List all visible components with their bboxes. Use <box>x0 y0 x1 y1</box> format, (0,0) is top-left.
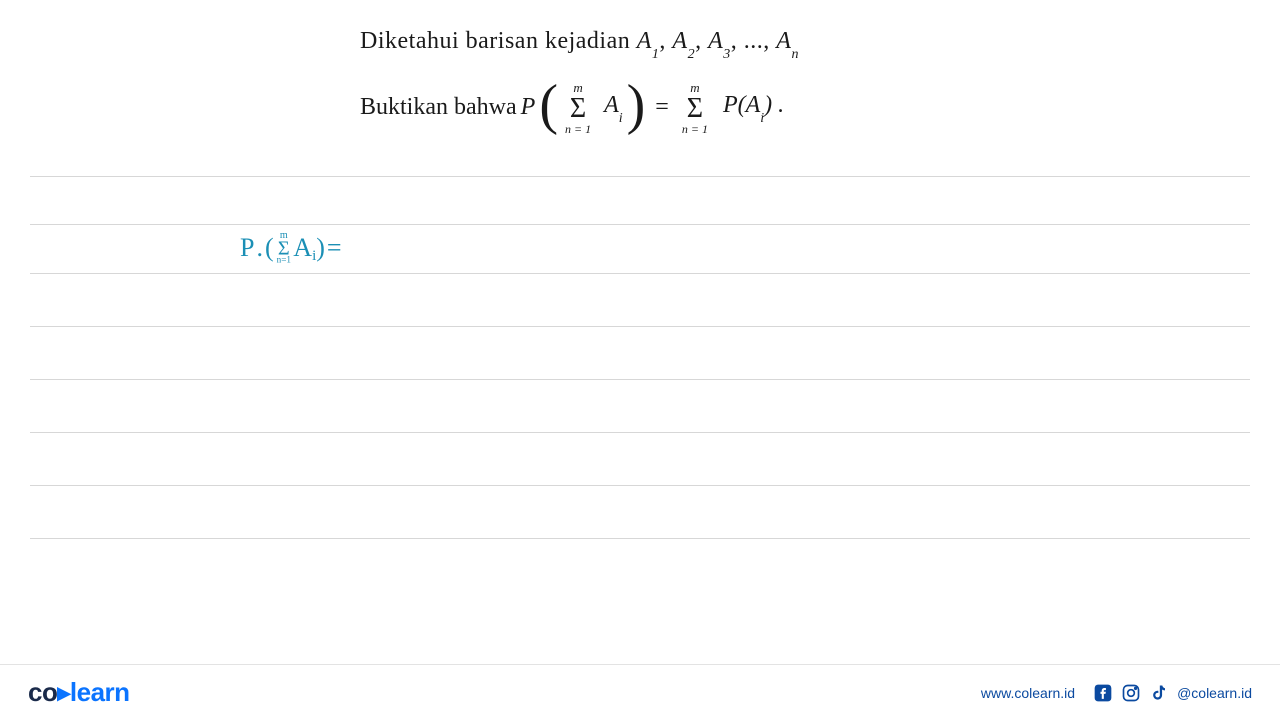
hw-lparen: ( <box>265 233 274 263</box>
social-icons: @colearn.id <box>1093 683 1252 703</box>
line2-prefix: Buktikan bahwa <box>360 94 517 121</box>
seq-A2: A2 <box>672 28 695 54</box>
hw-sigma: m Σ n=1 <box>276 231 290 265</box>
rule-line <box>30 176 1250 177</box>
footer-right: www.colearn.id @colearn.id <box>981 683 1252 703</box>
footer-url[interactable]: www.colearn.id <box>981 685 1075 701</box>
hw-eq: = <box>327 233 342 263</box>
rule-line <box>30 224 1250 225</box>
rule-line <box>30 379 1250 380</box>
P-symbol: P <box>521 94 536 121</box>
sigma-left-bottom: n = 1 <box>565 123 591 135</box>
right-big-paren: ) <box>627 83 646 128</box>
left-big-paren: ( <box>539 83 558 128</box>
instagram-icon[interactable] <box>1121 683 1141 703</box>
logo-dot-icon: ▸ <box>57 677 70 707</box>
problem-line2: Buktikan bahwa P ( m Σ n = 1 Ai ) = m Σ … <box>360 81 1160 135</box>
logo-co: co <box>28 677 57 707</box>
facebook-icon[interactable] <box>1093 683 1113 703</box>
footer: co▸learn www.colearn.id @colearn.id <box>0 664 1280 720</box>
rule-line <box>30 326 1250 327</box>
sigma-right-top: m <box>690 81 699 94</box>
seq-ellipsis: , ..., <box>731 28 770 54</box>
seq-An: An <box>776 28 799 54</box>
sigma-left-top: m <box>573 81 582 94</box>
brand-logo: co▸learn <box>28 677 130 708</box>
hw-Ai: Ai <box>293 233 316 263</box>
tiktok-icon[interactable] <box>1149 683 1169 703</box>
sigma-right: m Σ n = 1 <box>682 81 708 135</box>
sigma-left: m Σ n = 1 <box>565 81 591 135</box>
rule-line <box>30 485 1250 486</box>
hw-P: P <box>240 233 254 263</box>
line1-prefix: Diketahui barisan kejadian <box>360 28 637 54</box>
P-Ai-right: P(Ai) . <box>723 92 784 123</box>
notebook-lines <box>30 176 1250 591</box>
problem-statement: Diketahui barisan kejadian A1, A2, A3, .… <box>360 28 1160 135</box>
sigma-right-bottom: n = 1 <box>682 123 708 135</box>
equals-sign: = <box>655 94 669 121</box>
seq-A3: A3 <box>708 28 731 54</box>
logo-learn: learn <box>70 677 130 707</box>
rule-line <box>30 538 1250 539</box>
rule-line <box>30 273 1250 274</box>
hw-dot: . <box>256 233 263 263</box>
seq-A1: A1 <box>637 28 660 54</box>
hw-sigma-bot: n=1 <box>276 257 290 265</box>
handwritten-equation: P . ( m Σ n=1 Ai ) = <box>240 230 342 267</box>
problem-line1: Diketahui barisan kejadian A1, A2, A3, .… <box>360 28 1160 59</box>
sigma-left-symbol: Σ <box>570 96 586 121</box>
social-handle[interactable]: @colearn.id <box>1177 685 1252 701</box>
A-i-left: Ai <box>604 92 623 123</box>
rule-line <box>30 432 1250 433</box>
sigma-right-symbol: Σ <box>687 96 703 121</box>
hw-rparen: ) <box>316 233 325 263</box>
